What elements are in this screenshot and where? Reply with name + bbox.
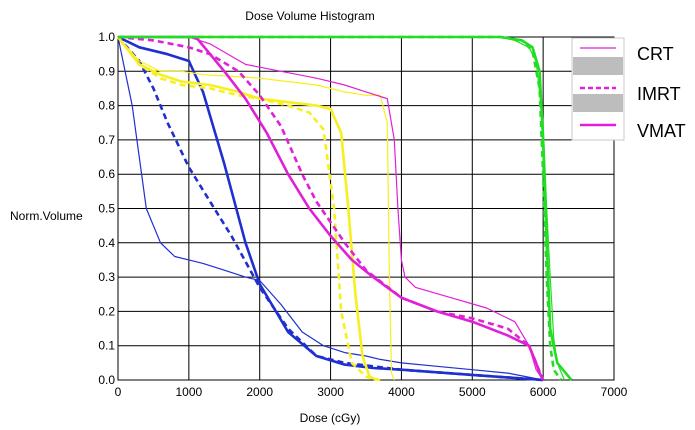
y-tick-label: 0.3 — [98, 270, 115, 284]
x-tick-label: 1000 — [176, 385, 203, 399]
y-tick-label: 0.2 — [98, 304, 115, 318]
legend-label: VMAT — [637, 121, 686, 141]
y-axis-label: Norm.Volume — [10, 209, 83, 223]
x-axis-label: Dose (cGy) — [300, 411, 361, 425]
y-tick-label: 0.6 — [98, 167, 115, 181]
x-tick-label: 7000 — [601, 385, 628, 399]
y-tick-label: 0.1 — [98, 339, 115, 353]
y-tick-label: 0.7 — [98, 133, 115, 147]
series-line-blue-thin-solid — [117, 36, 544, 381]
series-lines — [116, 35, 573, 382]
legend-label: IMRT — [637, 84, 681, 104]
series-line-magenta-thick-solid — [118, 35, 545, 381]
x-tick-label: 3000 — [317, 385, 344, 399]
legend-separator — [573, 57, 623, 75]
legend-separator — [573, 94, 623, 112]
chart-title: Dose Volume Histogram — [245, 9, 374, 23]
legend-label: CRT — [637, 44, 674, 64]
series-line-green-thick-solid — [118, 35, 573, 381]
x-tick-label: 5000 — [459, 385, 486, 399]
y-tick-label: 0.9 — [98, 64, 115, 78]
series-line-yellow-thick-solid — [116, 36, 378, 382]
series-line-magenta-thin-solid — [118, 36, 544, 381]
x-tick-label: 4000 — [388, 385, 415, 399]
y-tick-label: 0.5 — [98, 202, 115, 216]
y-tick-label: 0.8 — [98, 99, 115, 113]
x-tick-label: 2000 — [246, 385, 273, 399]
y-tick-label: 0.0 — [98, 373, 115, 387]
legend: CRT IMRT VMAT — [571, 37, 686, 141]
series-line-yellow-thin-solid — [117, 36, 395, 381]
series-line-yellow-dashed — [116, 36, 381, 382]
axis-ticks: 0 1000 2000 3000 4000 5000 6000 7000 0.0 0.1 0.2 0.… — [98, 30, 627, 399]
y-tick-label: 0.4 — [98, 236, 115, 250]
x-tick-label: 0 — [115, 385, 122, 399]
y-tick-label: 1.0 — [98, 30, 115, 44]
x-tick-label: 6000 — [530, 385, 557, 399]
